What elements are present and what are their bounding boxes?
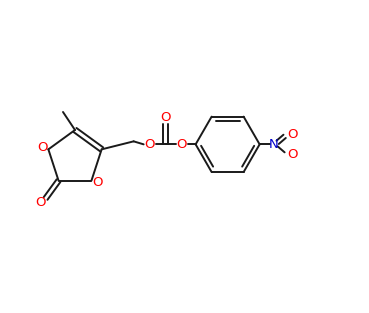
Text: O: O (144, 138, 155, 151)
Text: O: O (161, 111, 171, 124)
Text: O: O (287, 148, 298, 161)
Text: O: O (176, 138, 187, 151)
Text: O: O (92, 176, 103, 189)
Text: O: O (35, 196, 46, 209)
Text: N: N (269, 138, 279, 151)
Text: O: O (37, 141, 48, 154)
Text: O: O (287, 128, 298, 141)
